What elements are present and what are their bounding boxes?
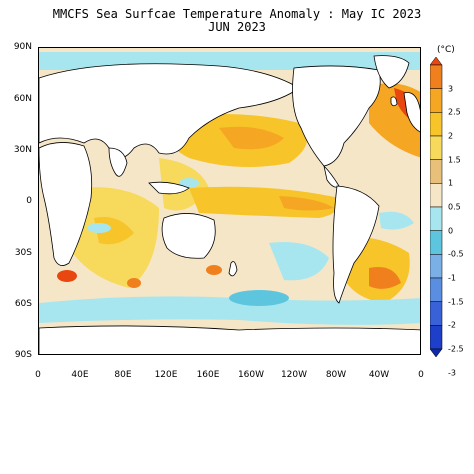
colorbar-swatch — [430, 64, 443, 89]
colorbar-swatch — [430, 112, 443, 137]
colorbar-top-arrow — [430, 57, 443, 66]
lon-label-40e: 40E — [71, 370, 89, 380]
colorbar-swatch — [430, 206, 443, 231]
colorbar-swatch — [430, 159, 443, 184]
eurasia-land — [39, 63, 300, 159]
india-land — [108, 147, 128, 177]
sst-anomaly-map — [38, 47, 421, 355]
lon-label-80e: 80E — [114, 370, 132, 380]
indonesia-land — [148, 181, 190, 195]
lat-label-90s: 90S — [14, 350, 32, 360]
lat-label-30n: 30N — [13, 145, 32, 155]
australia-land — [161, 213, 216, 259]
colorbar-swatch — [430, 230, 443, 255]
nz-land — [228, 261, 238, 277]
colorbar-level-label: 1.5 — [448, 155, 461, 165]
greenland-land — [373, 55, 410, 89]
lon-label-120w: 120W — [280, 370, 308, 380]
lon-label-0-end: 0 — [418, 370, 424, 380]
map-subtitle: JUN 2023 — [208, 20, 266, 34]
colorbar-level-label: 1 — [448, 178, 454, 188]
colorbar — [430, 57, 443, 357]
north-america-land — [292, 65, 381, 167]
south-america-land — [332, 185, 380, 304]
colorbar-level-label: 0 — [448, 226, 454, 236]
map-title: MMCFS Sea Surfcae Temperature Anomaly : … — [52, 7, 422, 21]
lon-label-0: 0 — [35, 370, 41, 380]
map-canvas — [39, 48, 420, 354]
colorbar-level-label: -1 — [448, 273, 456, 283]
colorbar-swatch — [430, 301, 443, 326]
africa-land — [39, 142, 93, 266]
lon-label-120e: 120E — [154, 370, 178, 380]
colorbar-unit: (°C) — [437, 45, 455, 55]
colorbar-level-label: 2.5 — [448, 107, 461, 117]
lat-label-90n: 90N — [13, 42, 32, 52]
colorbar-level-label: -3 — [448, 368, 456, 378]
antarctica-land — [39, 325, 420, 354]
lon-label-160w: 160W — [237, 370, 265, 380]
europe-land — [403, 92, 420, 133]
lon-label-80w: 80W — [325, 370, 347, 380]
colorbar-level-label: -2.5 — [448, 344, 464, 354]
colorbar-swatch — [430, 88, 443, 113]
land-masses — [39, 55, 420, 354]
colorbar-level-label: 3 — [448, 84, 454, 94]
lat-label-60s: 60S — [14, 299, 32, 309]
lat-label-0: 0 — [26, 196, 32, 206]
uk-land — [390, 96, 398, 107]
colorbar-level-label: -1.5 — [448, 297, 464, 307]
lon-label-40w: 40W — [368, 370, 390, 380]
colorbar-swatch — [430, 183, 443, 208]
colorbar-level-label: 0.5 — [448, 202, 461, 212]
colorbar-swatch — [430, 325, 443, 350]
lon-label-160e: 160E — [196, 370, 220, 380]
colorbar-bottom-arrow — [430, 348, 443, 357]
anomaly-field — [39, 52, 420, 325]
colorbar-level-label: -2 — [448, 320, 456, 330]
lat-label-60n: 60N — [13, 94, 32, 104]
colorbar-swatch — [430, 135, 443, 160]
colorbar-level-label: -0.5 — [448, 249, 464, 259]
colorbar-swatch — [430, 277, 443, 302]
lat-label-30s: 30S — [14, 248, 32, 258]
colorbar-level-label: 2 — [448, 131, 454, 141]
colorbar-swatch — [430, 254, 443, 279]
